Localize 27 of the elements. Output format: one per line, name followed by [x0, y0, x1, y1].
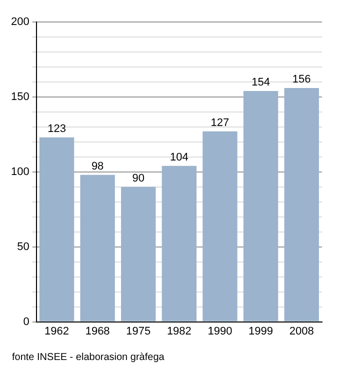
- y-tick-label: 200: [10, 16, 30, 28]
- data-label: 104: [170, 151, 188, 164]
- bar: [121, 186, 156, 322]
- data-label: 127: [210, 116, 230, 129]
- x-tick-label: 1975: [126, 325, 151, 338]
- x-tick-label: 1990: [208, 325, 232, 338]
- x-tick-label: 2008: [289, 325, 314, 338]
- bar: [243, 90, 278, 322]
- y-tick-label: 150: [10, 90, 30, 103]
- y-tick-label: 0: [23, 316, 30, 328]
- y-tick-label: 100: [10, 166, 30, 178]
- data-label: 154: [252, 76, 270, 88]
- x-tick-label: 1999: [248, 325, 274, 338]
- bar: [39, 137, 74, 322]
- y-tick-label: 50: [17, 240, 30, 253]
- x-tick-label: 1982: [166, 325, 192, 338]
- bar: [202, 131, 238, 322]
- data-label: 156: [292, 73, 311, 86]
- x-tick-label: 1962: [44, 325, 69, 338]
- data-label: 90: [132, 172, 144, 184]
- x-tick-label: 1968: [85, 325, 110, 338]
- bar: [284, 88, 319, 322]
- bar: [162, 166, 197, 322]
- source-note: fonte INSEE - elaborasion gràfega: [12, 352, 164, 363]
- data-label: 98: [91, 160, 104, 172]
- data-label: 123: [48, 122, 66, 135]
- bar: [80, 174, 115, 322]
